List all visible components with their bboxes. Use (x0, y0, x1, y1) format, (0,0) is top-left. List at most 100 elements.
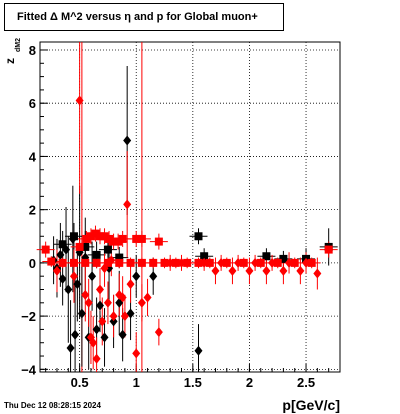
data-point (118, 329, 127, 340)
data-point (132, 271, 141, 282)
data-point (105, 234, 114, 243)
data-point (245, 265, 254, 276)
timestamp: Thu Dec 12 08:28:15 2024 (4, 401, 101, 410)
data-point (262, 265, 271, 276)
data-point (66, 343, 75, 354)
data-point (222, 258, 231, 267)
data-point (81, 242, 90, 251)
data-point (92, 258, 101, 267)
data-point (137, 258, 146, 267)
data-point (171, 258, 180, 267)
data-point (296, 265, 305, 276)
data-point (183, 258, 192, 267)
data-point (256, 258, 265, 267)
data-point (313, 268, 322, 279)
data-point (82, 234, 91, 243)
x-tick-label: 2.5 (297, 375, 315, 390)
y-tick-label: 6 (29, 96, 36, 111)
data-point (115, 253, 124, 262)
x-axis-label: p[GeV/c] (282, 397, 340, 413)
data-point (194, 345, 203, 356)
y-axis-label: z (3, 58, 17, 64)
data-point (77, 308, 86, 319)
data-point (126, 258, 135, 267)
data-point (307, 258, 316, 267)
x-tick-label: 0.5 (71, 375, 89, 390)
data-point (103, 297, 112, 308)
data-point (103, 258, 112, 267)
data-point (71, 329, 80, 340)
data-point (239, 258, 248, 267)
data-point (137, 234, 146, 243)
y-tick-label: 4 (29, 149, 37, 164)
data-point (200, 252, 209, 261)
data-point (75, 95, 84, 106)
data-point (75, 242, 84, 251)
data-point (69, 232, 78, 241)
data-point (137, 297, 146, 308)
data-point (279, 265, 288, 276)
data-point (81, 258, 90, 267)
data-point (228, 265, 237, 276)
data-point (114, 237, 123, 246)
data-point (73, 279, 82, 290)
data-point (58, 240, 67, 249)
data-point (98, 316, 107, 327)
data-point (103, 245, 112, 254)
data-point (194, 258, 203, 267)
data-point (58, 258, 67, 267)
data-point (279, 254, 288, 263)
data-point (290, 258, 299, 267)
data-point (84, 297, 93, 308)
data-point (64, 284, 73, 295)
plot-frame (39, 41, 341, 373)
data-point (123, 135, 132, 146)
data-point (41, 245, 50, 254)
x-tick-label: 1.5 (184, 375, 202, 390)
data-point (120, 311, 129, 322)
data-point (69, 271, 78, 282)
data-point (52, 265, 61, 276)
data-point (194, 232, 203, 241)
data-point (100, 332, 109, 343)
data-point (211, 265, 220, 276)
data-point (96, 300, 104, 311)
y-tick-label: −4 (21, 362, 37, 377)
data-point (132, 348, 141, 359)
y-tick-label: −2 (21, 309, 36, 324)
data-point (123, 199, 132, 210)
data-point (89, 337, 98, 348)
data-point (109, 316, 118, 327)
data-point (143, 292, 152, 303)
data-point (118, 234, 127, 243)
data-point (47, 257, 56, 266)
data-point (149, 258, 158, 267)
data-point (92, 353, 101, 364)
data-point (81, 289, 90, 300)
data-point (88, 271, 97, 282)
data-point (160, 258, 169, 267)
data-point (96, 284, 104, 295)
y-axis-label-subscript: dM2 (15, 38, 22, 52)
data-point (126, 279, 135, 290)
data-point (262, 252, 271, 261)
data-point (91, 229, 100, 238)
data-point (69, 258, 78, 267)
y-tick-label: 0 (29, 256, 36, 271)
data-point (132, 234, 141, 243)
y-tick-label: 8 (29, 43, 36, 58)
y-tick-label: 2 (29, 203, 36, 218)
data-point (58, 273, 67, 284)
x-tick-label: 2 (246, 375, 253, 390)
data-point (205, 258, 214, 267)
x-tick-label: 1 (133, 375, 140, 390)
data-point (273, 258, 282, 267)
data-point (86, 232, 95, 241)
data-point (324, 245, 333, 254)
data-point (154, 237, 163, 246)
data-point (149, 271, 158, 282)
axis-ticks: 0.5 1 1.5 2 2.5 −4 −2 0 2 4 6 8 (21, 43, 330, 390)
data-point (115, 258, 124, 267)
data-point (154, 327, 163, 338)
